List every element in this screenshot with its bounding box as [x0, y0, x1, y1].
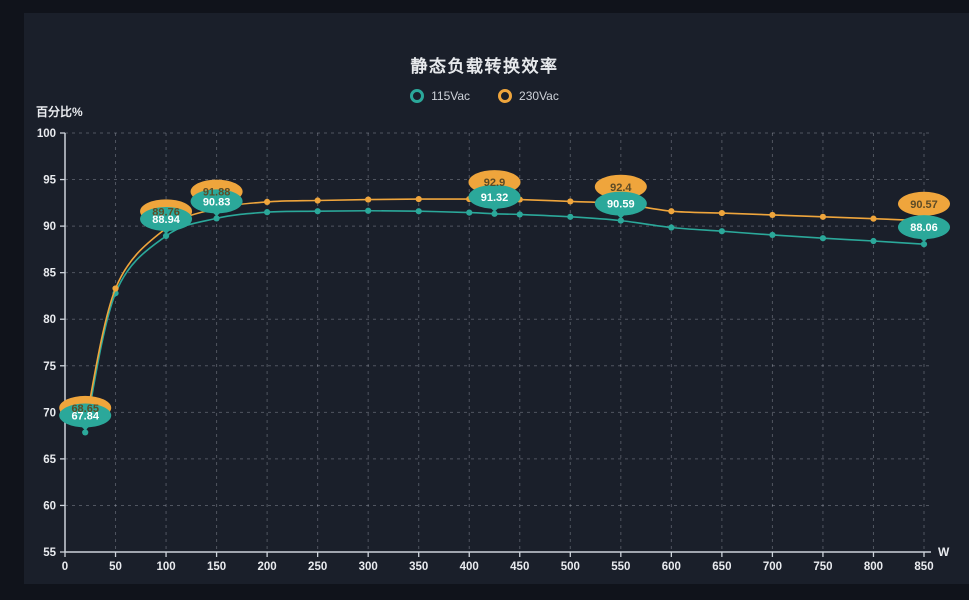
callout-115vac-550w — [594, 191, 647, 219]
svg-text:300: 300 — [359, 561, 378, 573]
svg-text:67.84: 67.84 — [71, 410, 99, 422]
callout-115vac-425w — [468, 184, 521, 212]
svg-text:88.94: 88.94 — [152, 214, 180, 226]
callout-115vac-850w — [898, 215, 950, 243]
svg-text:750: 750 — [813, 561, 832, 573]
svg-text:650: 650 — [712, 561, 731, 573]
axes — [64, 133, 931, 553]
svg-text:88.06: 88.06 — [910, 222, 938, 234]
chart-title: 静态负载转换效率 — [410, 57, 559, 76]
x-axis-ticks: 0 50 100 150 200 250 300 350 400 450 500 550 600 650 7… — [62, 552, 934, 573]
svg-text:90.59: 90.59 — [607, 199, 635, 211]
svg-text:600: 600 — [662, 561, 681, 573]
svg-text:550: 550 — [611, 561, 630, 573]
svg-text:80: 80 — [43, 314, 56, 326]
svg-text:68.65: 68.65 — [71, 403, 99, 415]
svg-text:W: W — [938, 545, 950, 559]
y-axis-name: 百分比% — [36, 104, 83, 119]
svg-text:91.32: 91.32 — [481, 192, 509, 204]
svg-text:100: 100 — [156, 561, 175, 573]
svg-text:700: 700 — [763, 561, 782, 573]
svg-text:50: 50 — [109, 561, 122, 573]
series-115vac[interactable] — [82, 207, 928, 436]
legend-label-230vac: 230Vac — [519, 89, 559, 103]
callout-115vac-20w — [59, 403, 112, 431]
svg-text:350: 350 — [409, 561, 428, 573]
svg-text:92.4: 92.4 — [610, 182, 632, 194]
legend-label-115vac: 115Vac — [431, 89, 471, 103]
svg-text:95: 95 — [43, 175, 56, 187]
svg-text:90.83: 90.83 — [203, 196, 231, 208]
legend-ring-115vac-icon — [410, 89, 425, 103]
svg-text:92.9: 92.9 — [484, 177, 505, 189]
legend: 115Vac 230Vac — [0, 89, 969, 103]
chart-panel — [24, 13, 969, 584]
svg-text:55: 55 — [43, 547, 56, 559]
legend-ring-230vac-icon — [498, 89, 513, 103]
svg-text:850: 850 — [914, 561, 933, 573]
svg-text:75: 75 — [43, 361, 56, 373]
svg-text:65: 65 — [43, 454, 56, 466]
svg-text:百分比%: 百分比% — [36, 104, 83, 119]
y-axis-ticks: 55 60 65 70 75 80 85 90 95 100 — [37, 128, 65, 559]
svg-text:89.76: 89.76 — [152, 206, 180, 218]
svg-text:60: 60 — [43, 500, 56, 512]
callout-115vac-150w — [190, 189, 243, 217]
svg-text:90: 90 — [43, 221, 56, 233]
svg-text:0: 0 — [62, 561, 68, 573]
series-230vac[interactable] — [82, 196, 928, 429]
svg-text:200: 200 — [258, 561, 277, 573]
svg-text:150: 150 — [207, 561, 226, 573]
svg-text:800: 800 — [864, 561, 883, 573]
svg-text:90.57: 90.57 — [910, 199, 938, 211]
gridlines — [65, 132, 931, 552]
callout-115vac-100w — [140, 206, 193, 234]
svg-text:85: 85 — [43, 268, 56, 280]
svg-text:500: 500 — [561, 561, 580, 573]
legend-item-230vac[interactable]: 230Vac — [498, 89, 559, 103]
svg-text:400: 400 — [460, 561, 479, 573]
svg-text:91.88: 91.88 — [203, 187, 231, 199]
legend-item-115vac[interactable]: 115Vac — [410, 89, 470, 103]
svg-text:250: 250 — [308, 561, 327, 573]
svg-text:70: 70 — [43, 407, 56, 419]
svg-text:450: 450 — [510, 561, 529, 573]
svg-text:100: 100 — [37, 128, 56, 140]
x-axis-name: W — [938, 545, 950, 559]
